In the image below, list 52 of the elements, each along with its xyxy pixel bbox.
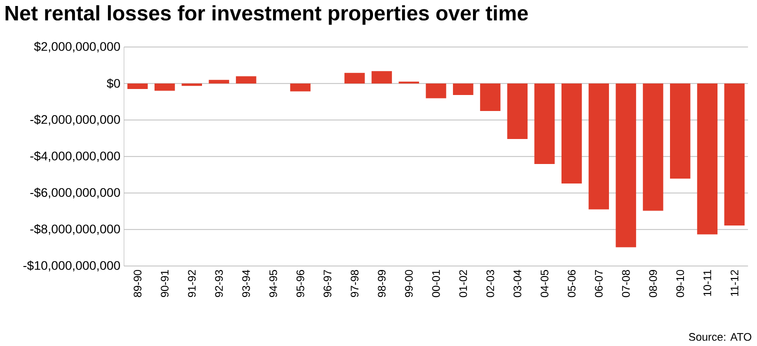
bar [452, 83, 474, 95]
bar [480, 83, 500, 112]
x-tick-label: 04-05 [540, 270, 548, 298]
y-tick-label: -$8,000,000,000 [30, 224, 120, 235]
x-tick-label: 10-11 [703, 270, 712, 296]
bar [426, 83, 446, 98]
x-tick-label: 99-00 [405, 270, 413, 298]
x-tick-label: 08-09 [649, 270, 657, 298]
x-tick-label: 92-93 [215, 270, 223, 298]
bar [208, 80, 230, 84]
y-tick-label: -$2,000,000,000 [30, 114, 120, 126]
x-tick-label: 98-99 [378, 270, 386, 298]
y-tick-label: $2,000,000,000 [34, 42, 120, 52]
bar [507, 83, 528, 139]
bar [642, 83, 664, 211]
x-tick-label: 00-01 [432, 270, 440, 298]
y-tick-label: $0 [106, 78, 120, 89]
x-tick-label: 02-03 [486, 270, 494, 298]
bar [588, 83, 609, 210]
bar [724, 83, 745, 226]
x-tick-label: 89-90 [134, 270, 142, 298]
source-note: Source: ATO [688, 333, 752, 341]
x-tick-label: 90-91 [160, 270, 169, 298]
bar [182, 83, 202, 86]
x-tick-label: 97-98 [350, 270, 358, 298]
bar [344, 72, 365, 84]
bar [616, 83, 636, 248]
bar [534, 83, 555, 164]
x-tick-label: 09-10 [676, 270, 684, 298]
x-tick-label: 05-06 [568, 270, 576, 298]
y-tick-label: -$6,000,000,000 [30, 188, 120, 198]
x-tick-label: 11-12 [730, 270, 738, 296]
x-tick-label: 95-96 [296, 270, 304, 298]
x-tick-label: 94-95 [269, 270, 278, 298]
chart-title: Net rental losses for investment properties over time [6, 5, 528, 25]
bar [670, 83, 690, 179]
bar [561, 83, 582, 184]
y-tick-label: -$4,000,000,000 [30, 151, 120, 162]
bar [154, 83, 175, 91]
x-tick-label: 06-07 [594, 270, 603, 298]
bar [697, 83, 718, 234]
x-tick-label: 07-08 [622, 270, 630, 298]
x-tick-label: 91-92 [188, 270, 196, 298]
bar [290, 83, 311, 92]
y-tick-label: -$10,000,000,000 [23, 260, 120, 272]
bar [372, 71, 392, 84]
x-tick-label: 93-94 [242, 270, 250, 298]
x-tick-label: 01-02 [459, 270, 468, 298]
x-tick-label: 03-04 [514, 270, 522, 298]
bar [127, 83, 148, 89]
bar [236, 76, 256, 84]
x-tick-label: 96-97 [324, 270, 332, 298]
